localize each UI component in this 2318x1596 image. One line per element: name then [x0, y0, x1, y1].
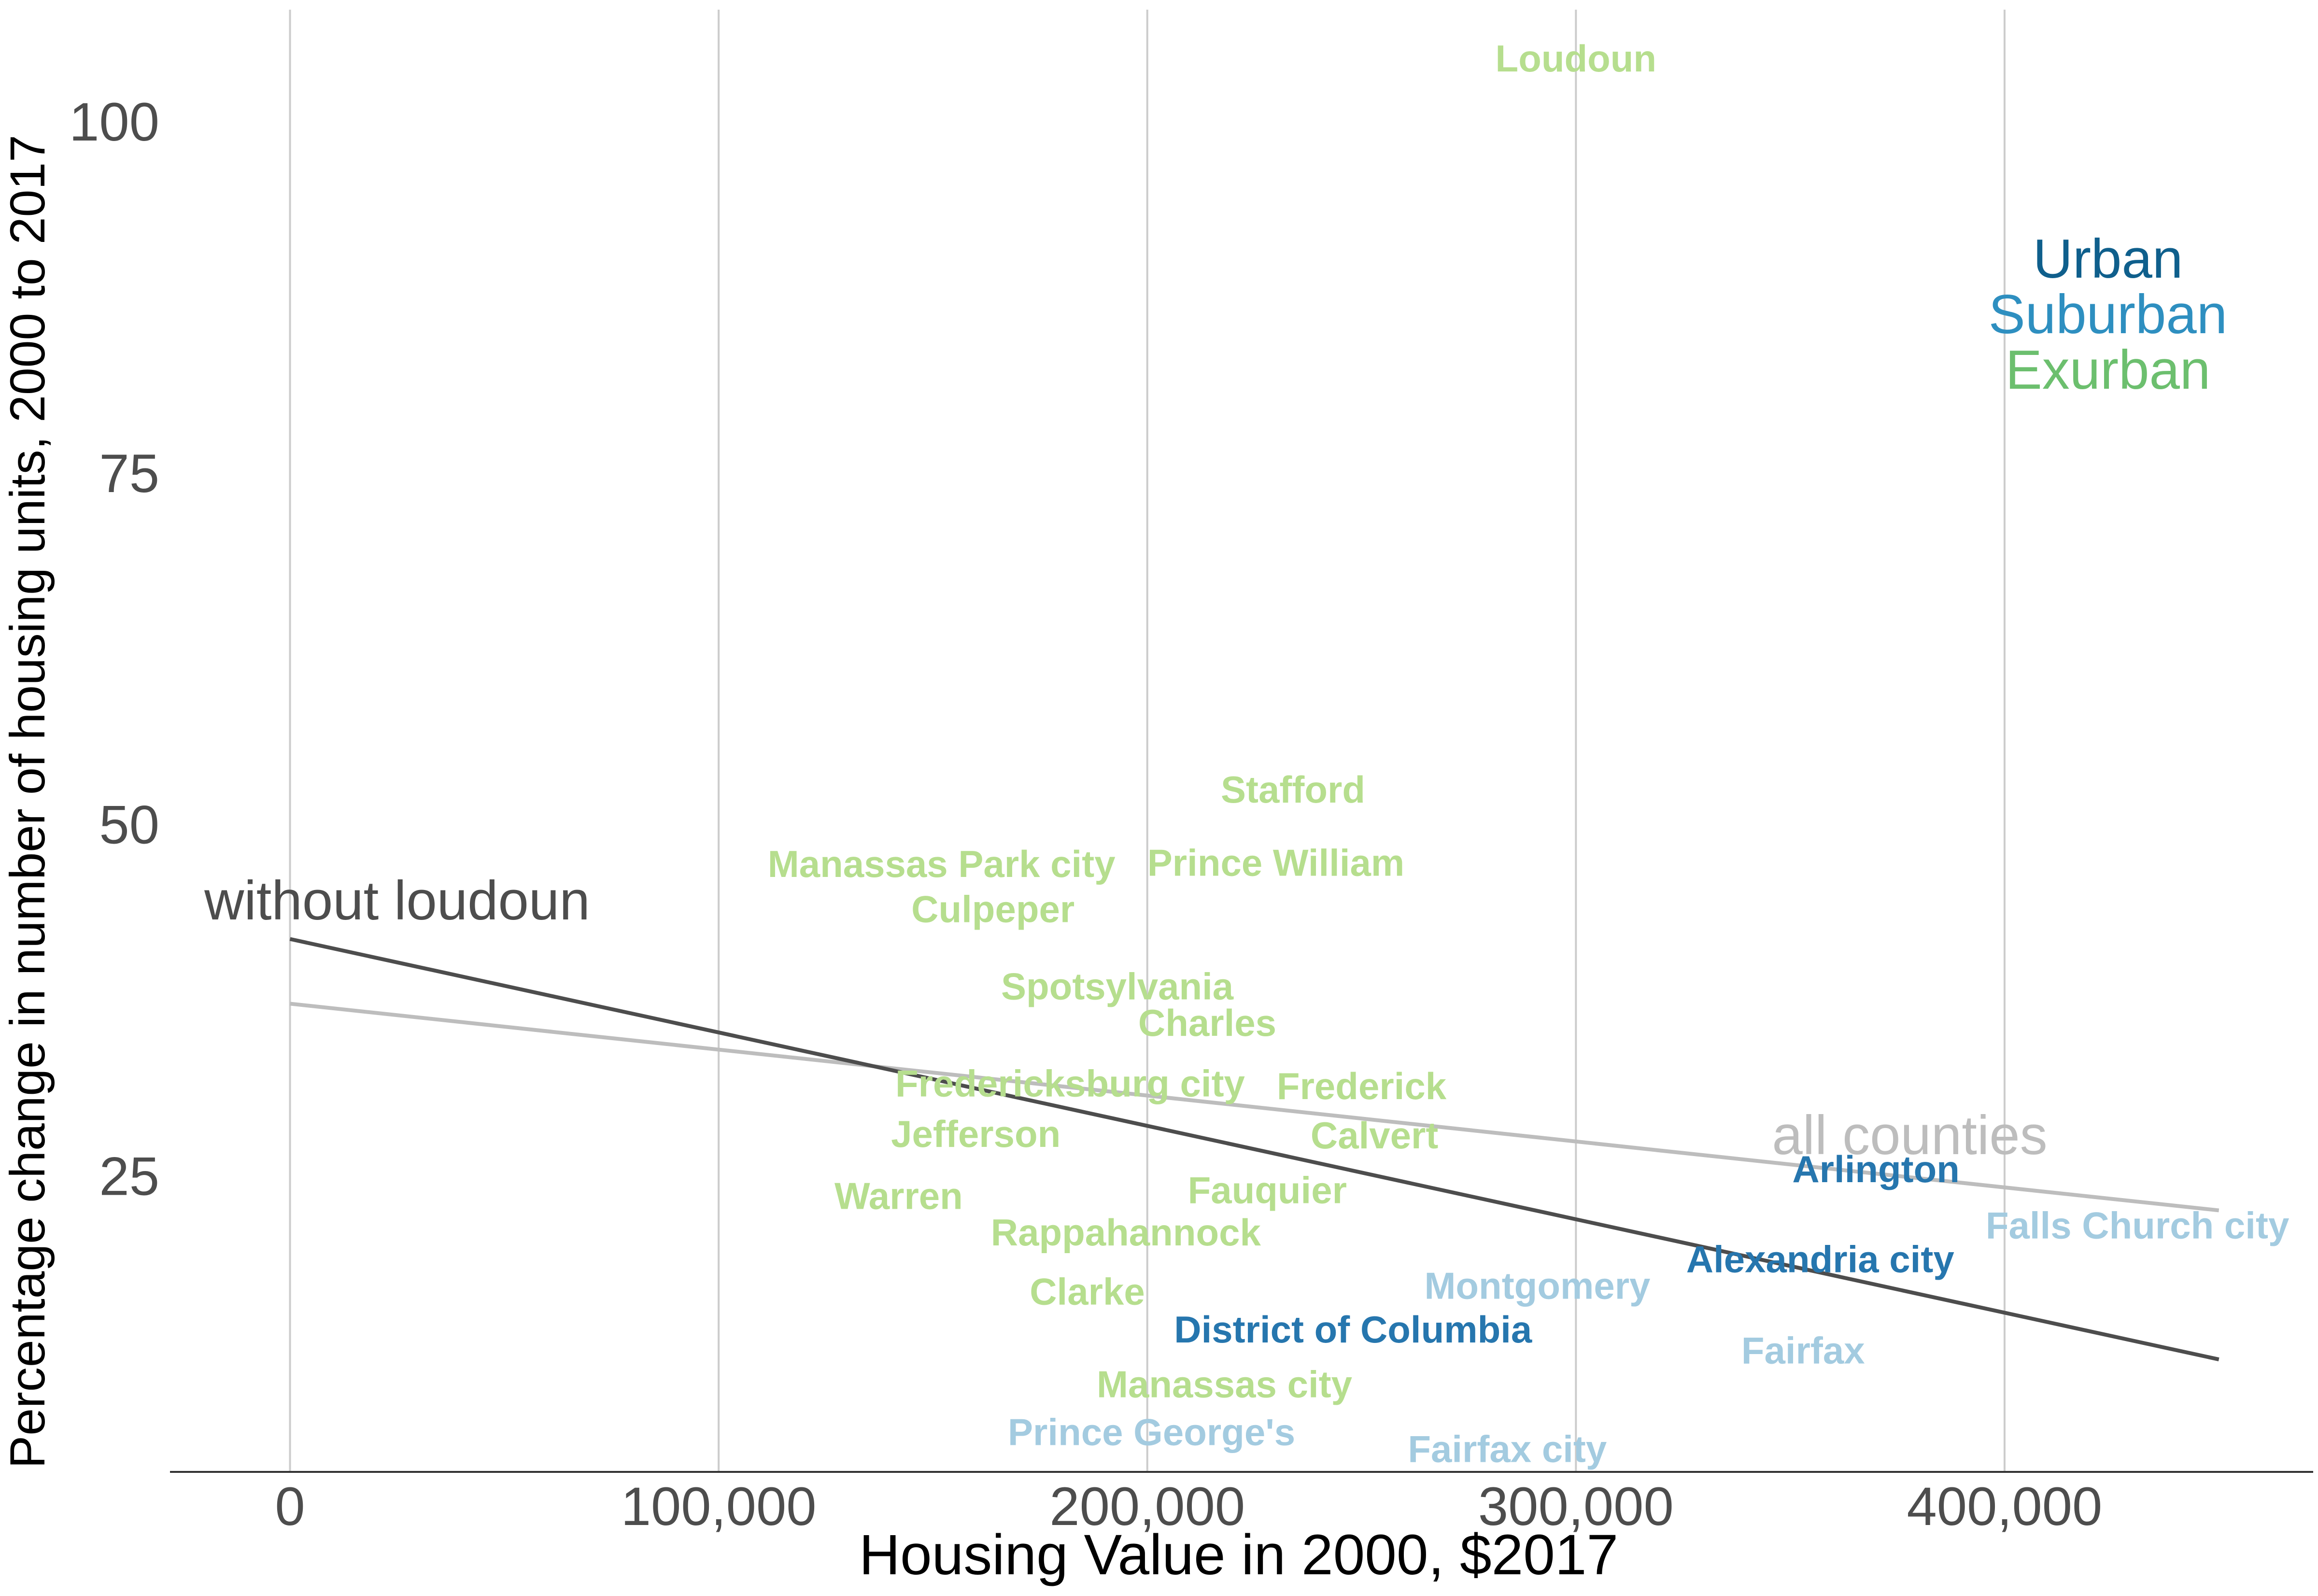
- fit-line-label: all counties: [1772, 1105, 2047, 1166]
- point-label: Spotsylvania: [1001, 965, 1234, 1008]
- point-label: Fairfax city: [1408, 1427, 1607, 1470]
- point-label: Fairfax: [1741, 1329, 1865, 1372]
- axis-layer: 0 100,000 200,000 300,000 400,000 25 50 75 100: [69, 92, 2313, 1537]
- point-label: Montgomery: [1424, 1265, 1650, 1307]
- point-label: Manassas Park city: [768, 843, 1116, 885]
- x-axis-title: Housing Value in 2000, $2017: [859, 1523, 1618, 1587]
- grid-layer: [289, 10, 2006, 1472]
- point-label: Clarke: [1030, 1270, 1145, 1313]
- x-tick-label: 200,000: [1049, 1476, 1245, 1537]
- point-label: Calvert: [1311, 1114, 1438, 1157]
- point-label: Loudoun: [1496, 37, 1657, 80]
- y-tick-label: 25: [99, 1146, 159, 1207]
- fit-line: [290, 1002, 2219, 1213]
- point-label: Falls Church city: [1986, 1204, 2290, 1246]
- point-label: Stafford: [1221, 768, 1365, 811]
- y-axis-title: Percentage change in number of housing u…: [0, 135, 55, 1469]
- y-tick-label: 100: [69, 92, 159, 152]
- legend-entry: Suburban: [1989, 284, 2227, 345]
- point-label: Warren: [834, 1174, 963, 1217]
- point-label: District of Columbia: [1174, 1308, 1532, 1351]
- x-tick-label: 100,000: [621, 1476, 817, 1537]
- x-tick-label: 300,000: [1478, 1476, 1674, 1537]
- point-label: Fauquier: [1188, 1169, 1347, 1212]
- points-layer: Loudoun Stafford Manassas Park city Prince …: [768, 37, 2290, 1470]
- x-tick-label: 400,000: [1907, 1476, 2102, 1537]
- fit-line: [289, 937, 2219, 1361]
- point-label: Alexandria city: [1686, 1238, 1954, 1280]
- point-label: Frederick: [1277, 1065, 1447, 1107]
- fit-lines-layer: without loudoun all counties: [204, 870, 2219, 1361]
- point-label: Arlington: [1792, 1148, 1960, 1190]
- point-label: Prince William: [1147, 841, 1404, 884]
- point-label: Fredericksburg city: [895, 1062, 1245, 1104]
- legend-entry: Urban: [2033, 228, 2183, 290]
- point-label: Manassas city: [1097, 1363, 1352, 1405]
- fit-line-label: without loudoun: [204, 870, 590, 932]
- point-label: Rappahannock: [991, 1211, 1261, 1254]
- point-label: Culpeper: [911, 888, 1074, 930]
- y-tick-label: 50: [99, 795, 159, 855]
- x-tick-label: 0: [275, 1476, 305, 1537]
- point-label: Prince George's: [1008, 1411, 1295, 1453]
- point-label: Jefferson: [891, 1113, 1060, 1155]
- legend-entry: Exurban: [2006, 339, 2211, 401]
- y-tick-label: 75: [99, 443, 159, 504]
- point-label: Charles: [1138, 1002, 1276, 1044]
